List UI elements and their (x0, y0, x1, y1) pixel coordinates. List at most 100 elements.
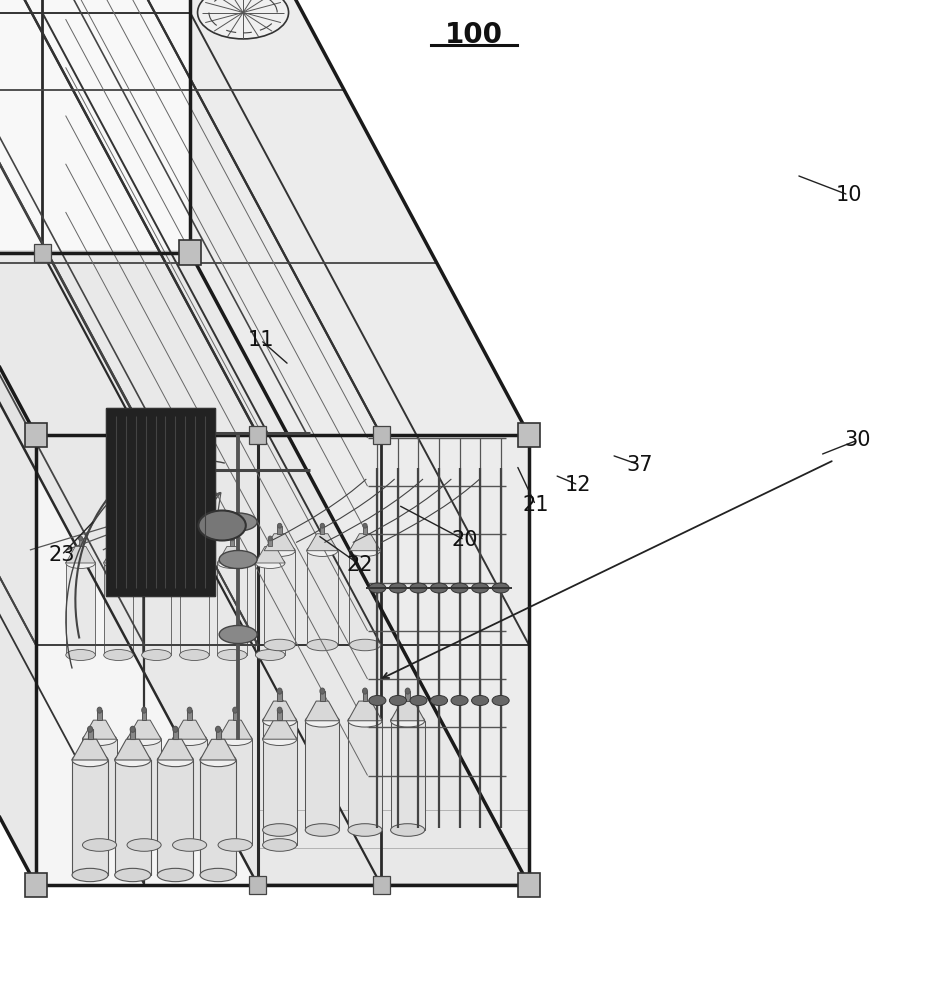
Bar (103, 563, 134, 655)
Bar (405, 691, 410, 701)
Ellipse shape (451, 696, 468, 706)
Polygon shape (263, 720, 297, 739)
Polygon shape (190, 0, 529, 885)
Polygon shape (0, 251, 529, 884)
Ellipse shape (127, 733, 161, 746)
Ellipse shape (264, 639, 295, 651)
Bar (33, 243, 50, 261)
Ellipse shape (155, 536, 158, 541)
Ellipse shape (277, 707, 283, 713)
Ellipse shape (263, 733, 297, 746)
Ellipse shape (115, 868, 151, 882)
Ellipse shape (179, 650, 210, 660)
Bar (217, 563, 247, 655)
Bar (179, 563, 210, 655)
Bar (127, 739, 161, 845)
Bar (130, 729, 136, 739)
Ellipse shape (277, 688, 283, 694)
Polygon shape (106, 408, 214, 596)
Ellipse shape (305, 714, 339, 727)
Bar (173, 739, 207, 845)
Bar (362, 691, 368, 701)
Bar (155, 538, 158, 546)
Bar (215, 729, 221, 739)
Ellipse shape (218, 733, 252, 746)
Ellipse shape (451, 583, 468, 593)
Ellipse shape (369, 696, 386, 706)
Polygon shape (350, 534, 380, 551)
Ellipse shape (348, 824, 382, 836)
Ellipse shape (348, 714, 382, 727)
Ellipse shape (127, 839, 161, 851)
Ellipse shape (200, 868, 236, 882)
Ellipse shape (218, 839, 252, 851)
Bar (117, 538, 120, 546)
Ellipse shape (363, 523, 367, 528)
Bar (249, 426, 266, 444)
Ellipse shape (200, 753, 236, 767)
Polygon shape (348, 701, 382, 721)
Ellipse shape (173, 733, 207, 746)
Bar (264, 551, 295, 645)
Ellipse shape (115, 753, 151, 767)
Bar (187, 710, 192, 720)
Bar (192, 538, 196, 546)
Ellipse shape (72, 753, 108, 767)
Ellipse shape (141, 650, 172, 660)
Polygon shape (173, 720, 207, 739)
Ellipse shape (79, 536, 82, 541)
Ellipse shape (173, 839, 207, 851)
Ellipse shape (82, 839, 117, 851)
Bar (348, 721, 382, 830)
Ellipse shape (217, 650, 247, 660)
Bar (350, 551, 380, 645)
Ellipse shape (430, 696, 447, 706)
Ellipse shape (492, 696, 509, 706)
Ellipse shape (255, 650, 285, 660)
Polygon shape (82, 720, 117, 739)
Bar (72, 760, 108, 875)
Ellipse shape (471, 583, 488, 593)
Ellipse shape (350, 545, 380, 556)
Bar (518, 873, 540, 897)
Ellipse shape (350, 639, 380, 651)
Ellipse shape (391, 824, 425, 836)
Ellipse shape (157, 753, 193, 767)
Ellipse shape (410, 696, 427, 706)
Ellipse shape (82, 733, 117, 746)
Bar (200, 760, 236, 875)
Bar (277, 691, 283, 701)
Polygon shape (157, 739, 193, 760)
Bar (518, 423, 540, 447)
Text: 30: 30 (845, 430, 871, 450)
Ellipse shape (278, 523, 282, 528)
Polygon shape (65, 546, 96, 563)
Polygon shape (179, 546, 210, 563)
Bar (218, 739, 252, 845)
Bar (319, 691, 325, 701)
Ellipse shape (405, 688, 410, 694)
Ellipse shape (192, 536, 196, 541)
Polygon shape (217, 546, 247, 563)
Bar (230, 538, 234, 546)
Polygon shape (103, 546, 134, 563)
Ellipse shape (198, 510, 246, 540)
Text: 11: 11 (247, 330, 274, 350)
Text: 21: 21 (522, 495, 549, 515)
Polygon shape (264, 534, 295, 551)
Ellipse shape (263, 714, 297, 727)
Polygon shape (391, 701, 425, 721)
Bar (115, 760, 151, 875)
Polygon shape (127, 720, 161, 739)
Bar (263, 721, 297, 830)
Ellipse shape (232, 707, 238, 713)
Ellipse shape (390, 696, 407, 706)
Polygon shape (106, 408, 214, 596)
Ellipse shape (410, 583, 427, 593)
Ellipse shape (268, 536, 272, 541)
Bar (157, 760, 193, 875)
Ellipse shape (305, 824, 339, 836)
Polygon shape (36, 435, 529, 885)
Text: 23: 23 (48, 545, 75, 565)
Polygon shape (263, 701, 297, 721)
